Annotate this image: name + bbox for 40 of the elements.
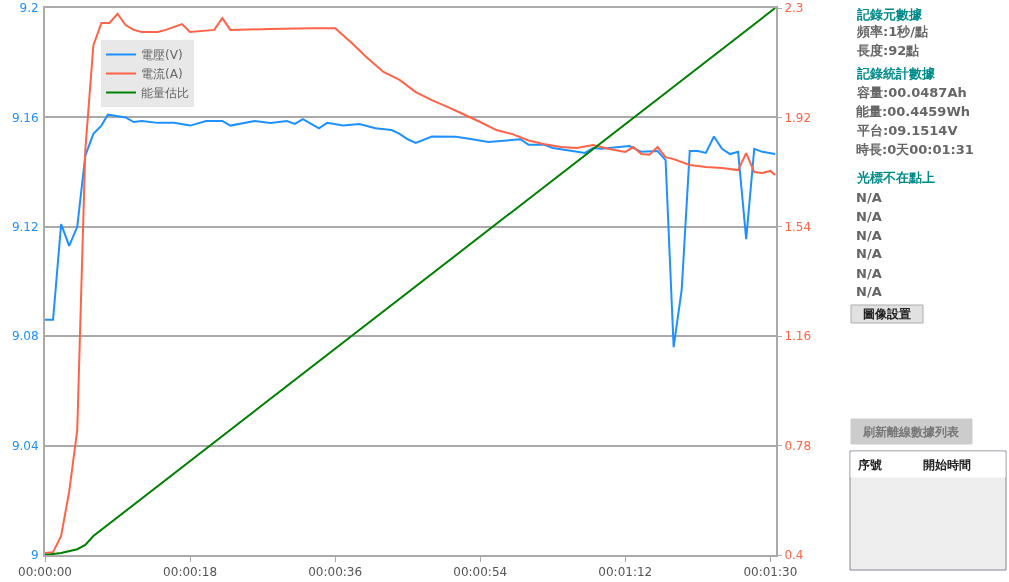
y2-tick-label: 2.3 [784, 1, 804, 16]
text: 長度:92點 [856, 43, 920, 58]
text: 頻率:1秒/點 [856, 24, 928, 39]
y2-tick-label: 1.92 [784, 110, 812, 125]
y-tick-label: 9.08 [11, 329, 39, 344]
y2-tick-label: 1.54 [784, 220, 812, 234]
text: 平台:09.1514V [856, 123, 958, 138]
y-tick-label: 9.04 [11, 438, 39, 453]
text: 記錄元數據 [856, 7, 923, 22]
y-tick-label: 9.12 [11, 220, 39, 234]
x-tick-label: 00:00:00 [18, 565, 72, 580]
text: N/A [856, 266, 882, 281]
x-tick-label: 00:01:12 [598, 565, 653, 580]
text: N/A [856, 284, 882, 299]
y2-tick-label: 0.4 [784, 548, 804, 563]
text: N/A [856, 246, 882, 261]
text: 容量:00.0487Ah [856, 85, 967, 100]
legend-label: 電流(A) [141, 67, 183, 82]
text: 序號 [857, 458, 882, 472]
text: 光標不在點上 [856, 170, 935, 185]
y-tick-label: 9.2 [19, 1, 39, 16]
text: 圖像設置 [863, 307, 911, 321]
legend-label: 能量估比 [141, 86, 189, 101]
text: N/A [856, 228, 882, 243]
text: 開始時間 [923, 458, 971, 472]
text: 刷新離線數據列表 [862, 425, 960, 439]
x-tick-label: 00:00:36 [308, 565, 363, 580]
legend-label: 電壓(V) [141, 48, 183, 63]
text: N/A [856, 190, 882, 205]
x-tick-label: 00:00:18 [163, 565, 218, 580]
text: 記錄統計數據 [856, 66, 936, 81]
text: 時長:0天00:01:31 [856, 142, 974, 157]
x-tick-label: 00:01:30 [743, 565, 798, 580]
text: N/A [856, 209, 882, 224]
y2-tick-label: 0.78 [784, 438, 812, 453]
y-tick-label: 9 [30, 548, 39, 563]
y2-tick-label: 1.16 [784, 329, 812, 344]
text: 能量:00.4459Wh [856, 104, 971, 119]
y-tick-label: 9.16 [11, 110, 39, 125]
x-tick-label: 00:00:54 [453, 565, 508, 580]
